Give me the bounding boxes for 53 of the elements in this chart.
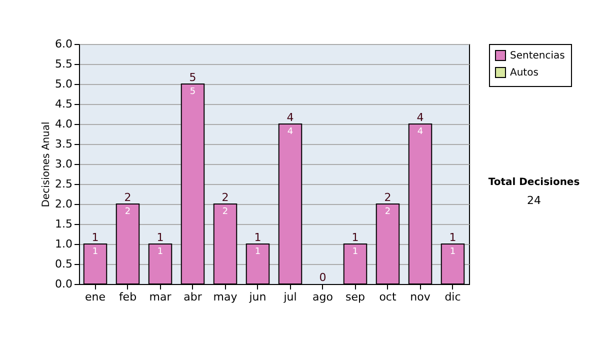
y-tick-label: 1.5 xyxy=(55,218,72,230)
total-label: 1 xyxy=(449,231,456,244)
y-tick-label: 3.0 xyxy=(55,158,72,170)
data-label: 4 xyxy=(417,127,424,137)
y-tick-label: 4.5 xyxy=(55,98,72,110)
total-label: 1 xyxy=(156,231,164,244)
total-label: 1 xyxy=(254,231,262,244)
y-tick-label: 6.0 xyxy=(55,38,72,50)
y-tick-label: 5.0 xyxy=(55,78,72,90)
y-tick-label: 0.5 xyxy=(55,258,72,270)
y-tick-label: 4.0 xyxy=(55,118,72,130)
x-tick-label: dic xyxy=(444,290,461,304)
data-label: 2 xyxy=(124,207,131,217)
y-tick-label: 3.5 xyxy=(55,138,72,150)
data-label: 5 xyxy=(190,87,196,97)
x-tick-label: jul xyxy=(282,290,297,304)
data-label: 1 xyxy=(157,247,164,257)
data-label: 1 xyxy=(352,247,358,257)
text: 24 xyxy=(527,194,541,207)
total-label: 1 xyxy=(352,231,359,244)
data-label: 1 xyxy=(92,247,98,257)
x-tick-label: abr xyxy=(184,290,202,304)
total-label: 4 xyxy=(286,111,294,124)
total-label: 1 xyxy=(92,231,99,244)
legend-label: Sentencias xyxy=(510,50,565,62)
y-tick-label: 2.0 xyxy=(55,198,72,210)
y-tick-label: 0.0 xyxy=(55,278,72,290)
x-tick-label: jun xyxy=(248,290,266,304)
x-tick-label: nov xyxy=(410,290,431,304)
text: Total Decisiones xyxy=(488,177,580,188)
total-label: 2 xyxy=(124,191,132,204)
legend-label: Autos xyxy=(510,68,538,78)
total-label: 2 xyxy=(222,191,229,204)
y-tick-label: 2.5 xyxy=(55,178,72,190)
total-label: 0 xyxy=(319,271,326,284)
y-tick-label: 1.0 xyxy=(55,238,72,250)
x-tick-label: ago xyxy=(312,290,334,304)
data-label: 1 xyxy=(450,247,456,257)
data-label: 2 xyxy=(222,207,228,217)
y-tick-label: 5.5 xyxy=(55,58,72,70)
x-tick-label: ene xyxy=(84,290,106,304)
x-tick-label: feb xyxy=(118,290,137,304)
x-tick-label: mar xyxy=(149,290,172,304)
total-label: 4 xyxy=(416,111,424,124)
total-label: 2 xyxy=(384,191,392,204)
x-tick-label: may xyxy=(213,290,238,304)
x-tick-label: sep xyxy=(346,290,366,304)
data-label: 2 xyxy=(384,207,391,217)
total-label: 5 xyxy=(189,71,196,84)
data-label: 4 xyxy=(287,127,294,137)
x-tick-label: oct xyxy=(379,290,397,304)
y-axis-title: Decisiones Anual xyxy=(41,122,52,208)
data-label: 1 xyxy=(254,247,261,257)
